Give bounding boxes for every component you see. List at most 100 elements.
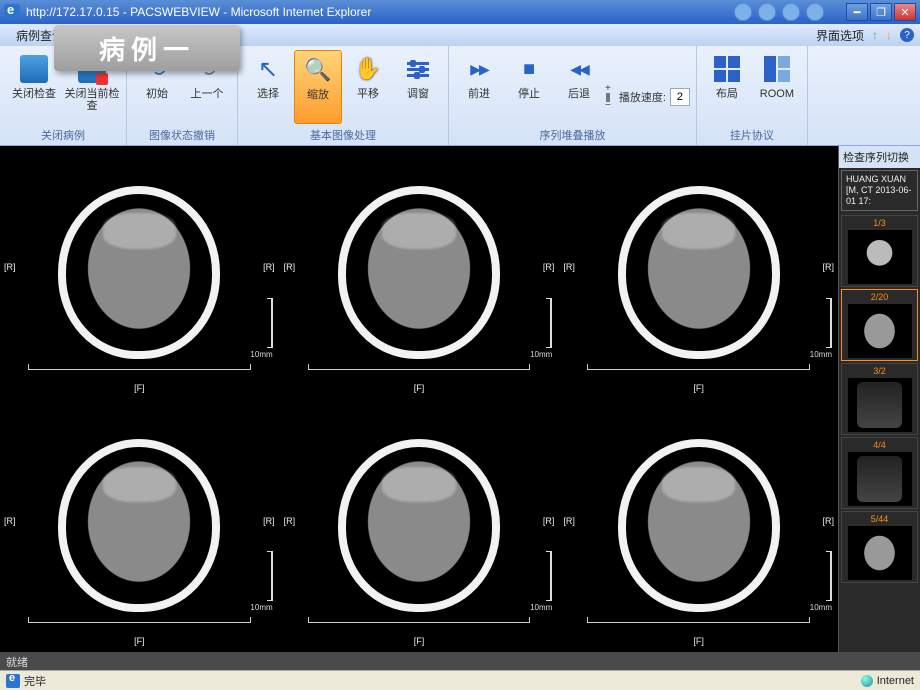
scale-bar: 10mm bbox=[530, 298, 552, 359]
app-status-text: 就绪 bbox=[6, 657, 28, 669]
select-label: 选择 bbox=[257, 88, 279, 100]
series-sidebar: 检查序列切换 HUANG XUAN [M, CT 2013-06-01 17: … bbox=[838, 146, 920, 652]
menu-ui-options[interactable]: 界面选项 bbox=[816, 27, 864, 44]
marker-right: [R] bbox=[822, 516, 834, 526]
marker-bottom: [F] bbox=[414, 636, 425, 646]
thumb-image bbox=[848, 230, 912, 284]
initial-label: 初始 bbox=[146, 88, 168, 100]
ct-image bbox=[327, 427, 511, 624]
series-thumbnail[interactable]: 4/4 bbox=[841, 437, 918, 509]
close-exam-label: 关闭检查 bbox=[12, 88, 56, 100]
ribbon-group-hanging: 布局 ROOM 挂片协议 bbox=[697, 46, 808, 145]
thumb-image bbox=[848, 452, 912, 506]
ct-slice[interactable]: [R] [R] [F] 10mm bbox=[280, 400, 559, 653]
marker-bottom: [F] bbox=[693, 636, 704, 646]
help-icon[interactable]: ? bbox=[900, 28, 914, 42]
select-button[interactable]: 选择 bbox=[244, 50, 292, 124]
ie-zone-text: Internet bbox=[877, 675, 914, 687]
ribbon-group-image-process: 选择 缩放 平移 调窗 基本图像处理 bbox=[238, 46, 449, 145]
ct-image bbox=[47, 174, 231, 371]
scale-bar: 10mm bbox=[250, 298, 272, 359]
thumb-index: 2/20 bbox=[871, 292, 889, 302]
zoom-button[interactable]: 缩放 bbox=[294, 50, 342, 124]
tune-icon bbox=[407, 62, 429, 77]
series-thumbnail[interactable]: 2/20 bbox=[841, 289, 918, 361]
speed-slider-icon[interactable]: +− bbox=[605, 85, 611, 110]
room-label: ROOM bbox=[760, 88, 794, 100]
title-sep: - bbox=[123, 5, 130, 19]
ruler bbox=[28, 369, 251, 381]
marker-bottom: [F] bbox=[134, 383, 145, 393]
marker-bottom: [F] bbox=[134, 636, 145, 646]
marker-bottom: [F] bbox=[693, 383, 704, 393]
series-thumbnail[interactable]: 3/2 bbox=[841, 363, 918, 435]
layout-label: 布局 bbox=[716, 88, 738, 100]
marker-left: [R] bbox=[563, 262, 575, 272]
sidebar-header: 检查序列切换 bbox=[839, 146, 920, 168]
pan-button[interactable]: 平移 bbox=[344, 50, 392, 124]
door-icon bbox=[20, 55, 48, 83]
ct-slice[interactable]: [R] [R] [F] 10mm bbox=[280, 146, 559, 399]
marker-left: [R] bbox=[284, 516, 296, 526]
ct-image bbox=[607, 174, 791, 371]
patient-info: HUANG XUAN [M, CT 2013-06-01 17: bbox=[841, 170, 918, 211]
layout-button[interactable]: 布局 bbox=[703, 50, 751, 124]
marker-left: [R] bbox=[563, 516, 575, 526]
down-arrow-icon[interactable]: ↓ bbox=[886, 28, 892, 42]
room-button[interactable]: ROOM bbox=[753, 50, 801, 124]
thumb-index: 3/2 bbox=[873, 366, 886, 376]
group-name-undo: 图像状态撤销 bbox=[133, 124, 231, 145]
window-level-button[interactable]: 调窗 bbox=[394, 50, 442, 124]
stop-icon bbox=[512, 52, 546, 86]
window-minimize-button[interactable]: ━ bbox=[846, 3, 868, 21]
group-name-play: 序列堆叠播放 bbox=[455, 124, 690, 145]
app-statusbar: 就绪 bbox=[0, 652, 920, 670]
speed-input[interactable] bbox=[670, 88, 690, 106]
globe-icon bbox=[861, 675, 873, 687]
speed-control: +− 播放速度: bbox=[605, 50, 690, 124]
title-browser: Microsoft Internet Explorer bbox=[231, 5, 372, 19]
ct-image bbox=[607, 427, 791, 624]
thumb-image bbox=[848, 526, 912, 580]
magnifier-icon bbox=[301, 53, 335, 87]
speed-label: 播放速度: bbox=[619, 89, 666, 105]
title-sep2: - bbox=[223, 5, 230, 19]
forward-icon bbox=[462, 52, 496, 86]
backward-button[interactable]: 后退 bbox=[555, 50, 603, 124]
ie-statusbar: 完毕 Internet bbox=[0, 670, 920, 690]
pan-label: 平移 bbox=[357, 88, 379, 100]
stop-button[interactable]: 停止 bbox=[505, 50, 553, 124]
thumb-image bbox=[848, 304, 912, 358]
marker-left: [R] bbox=[4, 262, 16, 272]
previous-label: 上一个 bbox=[191, 88, 224, 100]
ct-slice[interactable]: [R] [R] [F] 10mm bbox=[559, 400, 838, 653]
ct-image bbox=[47, 427, 231, 624]
hand-icon bbox=[351, 52, 385, 86]
ruler bbox=[308, 622, 531, 634]
ct-slice[interactable]: [R] [R] [F] 10mm bbox=[0, 400, 279, 653]
image-viewer[interactable]: [R] [R] [F] 10mm [R] [R] [F] 10mm [R] [R… bbox=[0, 146, 838, 652]
scale-bar: 10mm bbox=[250, 551, 272, 612]
up-arrow-icon[interactable]: ↑ bbox=[872, 28, 878, 42]
zoom-label: 缩放 bbox=[307, 89, 329, 101]
thumb-index: 5/44 bbox=[871, 514, 889, 524]
thumb-image bbox=[848, 378, 912, 432]
group-name-hanging: 挂片协议 bbox=[703, 124, 801, 145]
pointer-icon bbox=[251, 52, 285, 86]
series-thumbnail[interactable]: 1/3 bbox=[841, 215, 918, 287]
forward-button[interactable]: 前进 bbox=[455, 50, 503, 124]
marker-right: [R] bbox=[822, 262, 834, 272]
backward-label: 后退 bbox=[568, 88, 590, 100]
window-maximize-button[interactable]: ❐ bbox=[870, 3, 892, 21]
group-name-process: 基本图像处理 bbox=[244, 124, 442, 145]
series-thumbnail[interactable]: 5/44 bbox=[841, 511, 918, 583]
window-close-button[interactable]: ✕ bbox=[894, 3, 916, 21]
ct-slice[interactable]: [R] [R] [F] 10mm bbox=[0, 146, 279, 399]
thumb-index: 4/4 bbox=[873, 440, 886, 450]
scale-bar: 10mm bbox=[530, 551, 552, 612]
content-area: [R] [R] [F] 10mm [R] [R] [F] 10mm [R] [R… bbox=[0, 146, 920, 652]
ruler bbox=[308, 369, 531, 381]
ct-slice[interactable]: [R] [R] [F] 10mm bbox=[559, 146, 838, 399]
ie-status-left: 完毕 bbox=[24, 673, 46, 689]
marker-right: [R] bbox=[543, 262, 555, 272]
